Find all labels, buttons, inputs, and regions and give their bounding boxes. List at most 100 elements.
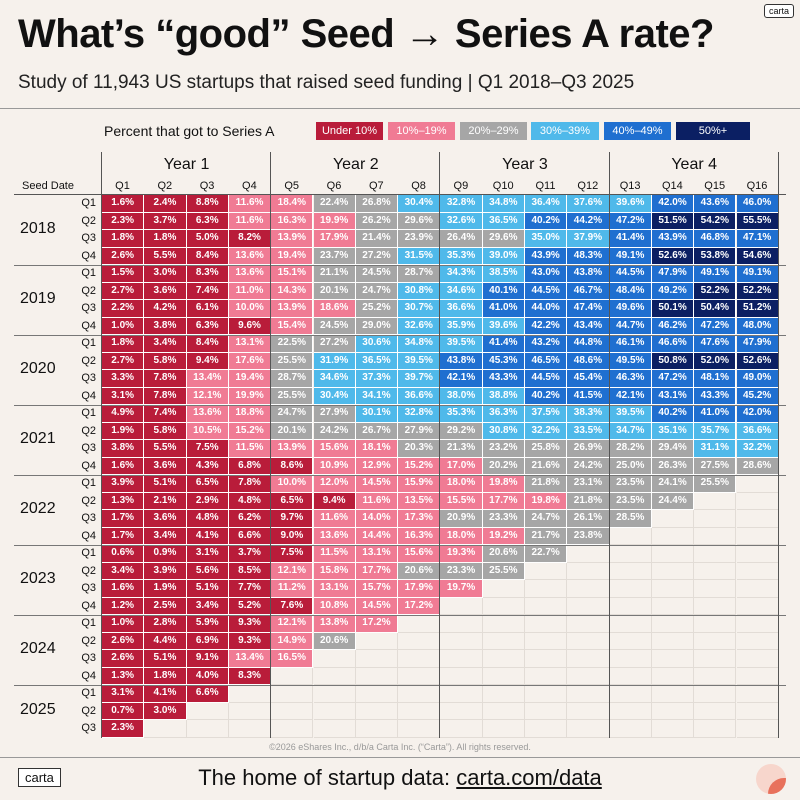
column-header: Q15 — [704, 180, 726, 192]
heatmap-cell: 46.8% — [694, 230, 737, 248]
row-quarter-label: Q4 — [81, 249, 96, 262]
heatmap-cell: 3.4% — [186, 597, 229, 615]
heatmap-cell: 51.5% — [651, 212, 695, 230]
heatmap-cell: 26.7% — [355, 422, 399, 440]
row-quarter-label: Q2 — [81, 634, 96, 647]
heatmap-cell: 47.2% — [694, 317, 737, 335]
heatmap-cell: 28.2% — [609, 440, 652, 458]
heatmap-cell: 13.1% — [355, 545, 399, 563]
heatmap-cell: 5.5% — [144, 440, 187, 458]
heatmap-cell: 18.4% — [271, 195, 314, 213]
heatmap-cell: 30.1% — [355, 405, 399, 423]
copyright: ©2026 eShares Inc., d/b/a Carta Inc. (“C… — [269, 742, 531, 752]
heatmap-cell: 2.7% — [102, 352, 145, 370]
heatmap-cell: 49.1% — [694, 265, 737, 283]
heatmap-cell: 1.3% — [102, 667, 145, 685]
heatmap-cell: 6.8% — [228, 457, 272, 475]
empty-cell — [567, 650, 610, 668]
empty-cell — [694, 615, 737, 633]
heatmap-cell: 20.2% — [482, 457, 525, 475]
heatmap-cell: 49.2% — [651, 282, 695, 300]
empty-cell — [694, 492, 737, 510]
heatmap-cell: 45.2% — [736, 387, 779, 405]
heatmap-cell: 44.0% — [525, 300, 568, 318]
heatmap-cell: 15.8% — [313, 562, 356, 580]
heatmap-cell: 48.1% — [694, 370, 737, 388]
heatmap-cell: 32.8% — [440, 195, 483, 213]
row-year-label: 2023 — [20, 570, 56, 587]
heatmap-cell: 51.2% — [736, 300, 779, 318]
heatmap-cell: 24.1% — [651, 475, 695, 493]
heatmap-cell: 31.9% — [313, 352, 356, 370]
heatmap-cell: 40.2% — [525, 387, 568, 405]
empty-cell — [609, 527, 652, 545]
empty-cell — [271, 720, 314, 738]
heatmap-cell: 0.6% — [102, 545, 145, 563]
heatmap-cell: 37.3% — [355, 370, 399, 388]
empty-cell — [313, 720, 356, 738]
heatmap-cell: 46.5% — [525, 352, 568, 370]
heatmap-cell: 36.6% — [440, 300, 483, 318]
empty-cell — [440, 632, 483, 650]
empty-cell — [567, 667, 610, 685]
empty-cell — [609, 597, 652, 615]
heatmap-cell: 6.6% — [186, 685, 229, 703]
heatmap-cell: 16.5% — [271, 650, 314, 668]
empty-cell — [609, 685, 652, 703]
empty-cell — [271, 702, 314, 720]
empty-cell — [228, 685, 272, 703]
heatmap-cell: 8.4% — [186, 335, 229, 353]
heatmap-cell: 15.6% — [398, 545, 441, 563]
heatmap-cell: 29.0% — [355, 317, 399, 335]
heatmap-cell: 27.2% — [313, 335, 356, 353]
heatmap-cell: 40.2% — [525, 212, 568, 230]
heatmap-cell: 25.5% — [271, 387, 314, 405]
heatmap-cell: 15.9% — [398, 475, 441, 493]
row-quarter-label: Q3 — [81, 652, 96, 664]
heatmap-cell: 42.1% — [440, 370, 483, 388]
heatmap-cell: 42.0% — [736, 405, 779, 423]
heatmap-cell: 8.4% — [186, 247, 229, 265]
heatmap-cell: 22.7% — [525, 545, 568, 563]
empty-cell — [694, 685, 737, 703]
heatmap-cell: 14.0% — [355, 510, 399, 528]
row-year-label: 2022 — [20, 500, 56, 517]
heatmap-cell: 5.8% — [144, 352, 187, 370]
row-quarter-label: Q2 — [81, 494, 96, 507]
heatmap-cell: 21.1% — [313, 265, 356, 283]
heatmap-cell: 54.6% — [736, 247, 779, 265]
heatmap-cell: 5.1% — [144, 650, 187, 668]
year-divider — [14, 475, 786, 476]
heatmap-cell: 45.3% — [482, 352, 525, 370]
heatmap-cell: 4.8% — [228, 492, 272, 510]
row-quarter-label: Q4 — [81, 529, 96, 542]
heatmap-cell: 44.7% — [609, 317, 652, 335]
empty-cell — [525, 562, 568, 580]
heatmap-cell: 40.2% — [651, 405, 695, 423]
column-header: Q12 — [577, 180, 599, 192]
heatmap-cell: 21.3% — [440, 440, 483, 458]
heatmap-cell: 21.4% — [355, 230, 399, 248]
heatmap-cell: 19.9% — [313, 212, 356, 230]
year-group-divider — [439, 152, 441, 738]
empty-cell — [398, 615, 441, 633]
heatmap-cell: 2.6% — [102, 247, 145, 265]
heatmap-cell: 12.0% — [313, 475, 356, 493]
heatmap-cell: 44.2% — [567, 212, 610, 230]
heatmap-cell: 36.6% — [736, 422, 779, 440]
column-header: Q7 — [368, 180, 384, 192]
heatmap-cell: 49.1% — [736, 265, 779, 283]
heatmap-cell: 43.3% — [694, 387, 737, 405]
heatmap-cell: 3.6% — [144, 510, 187, 528]
heatmap-cell: 35.3% — [440, 405, 483, 423]
empty-cell — [736, 720, 779, 738]
heatmap-cell: 3.1% — [186, 545, 229, 563]
heatmap-cell: 35.9% — [440, 317, 483, 335]
divider — [0, 108, 800, 109]
heatmap-cell: 3.9% — [144, 562, 187, 580]
empty-cell — [355, 667, 399, 685]
heatmap-cell: 42.0% — [651, 195, 695, 213]
empty-cell — [736, 475, 779, 493]
heatmap-cell: 27.2% — [355, 247, 399, 265]
footer-link[interactable]: carta.com/data — [456, 765, 602, 790]
